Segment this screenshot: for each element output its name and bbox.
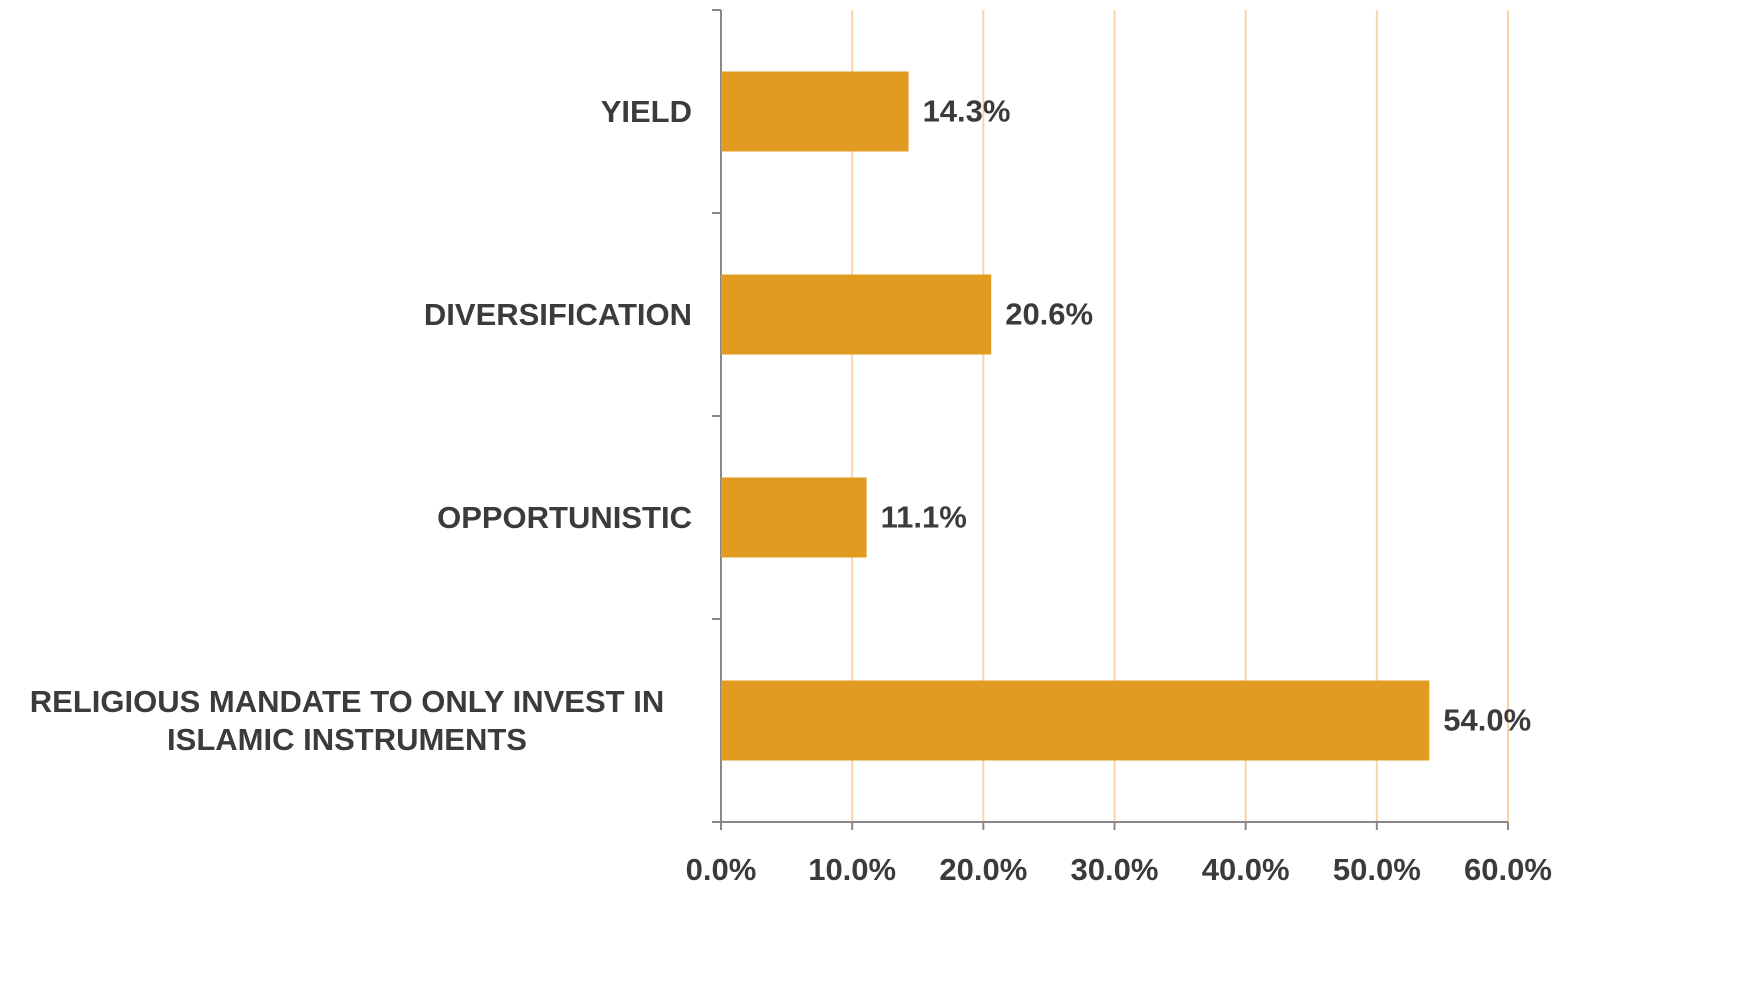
x-tick-label: 30.0% — [1071, 852, 1159, 887]
x-tick-label: 10.0% — [808, 852, 896, 887]
value-label: 54.0% — [1443, 703, 1531, 738]
x-tick-label: 40.0% — [1202, 852, 1290, 887]
x-tick-label: 20.0% — [939, 852, 1027, 887]
value-label: 11.1% — [881, 500, 967, 535]
bar — [721, 274, 992, 355]
value-label: 20.6% — [1005, 297, 1093, 332]
category-label: RELIGIOUS MANDATE TO ONLY INVEST IN ISLA… — [29, 683, 665, 757]
x-tick-label: 50.0% — [1333, 852, 1421, 887]
bar — [721, 680, 1430, 761]
bar — [721, 477, 867, 558]
category-label: DIVERSIFICATION — [423, 296, 692, 332]
category-label: YIELD — [600, 93, 692, 129]
x-tick-label: 0.0% — [686, 852, 757, 887]
value-label: 14.3% — [923, 94, 1011, 129]
x-tick-label: 60.0% — [1464, 852, 1552, 887]
bar — [721, 71, 909, 152]
category-label: OPPORTUNISTIC — [437, 499, 692, 535]
